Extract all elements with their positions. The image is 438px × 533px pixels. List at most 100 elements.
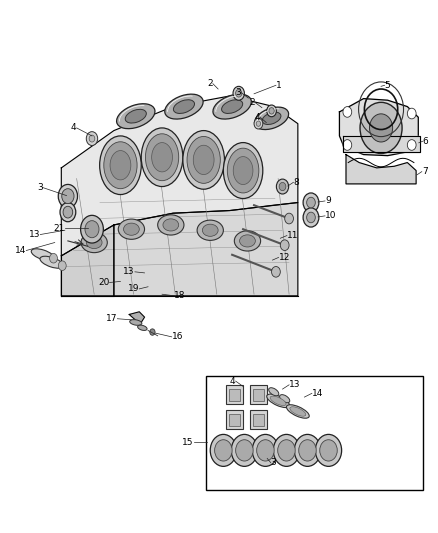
Ellipse shape — [145, 134, 179, 181]
Ellipse shape — [49, 253, 57, 263]
Text: 8: 8 — [293, 178, 299, 187]
Circle shape — [343, 140, 352, 150]
Text: 5: 5 — [385, 81, 390, 90]
Text: 3: 3 — [271, 458, 276, 467]
Ellipse shape — [117, 104, 155, 128]
Text: 15: 15 — [182, 438, 194, 447]
Text: 11: 11 — [287, 231, 298, 240]
Ellipse shape — [138, 325, 147, 330]
Bar — [226, 385, 243, 404]
Circle shape — [210, 434, 237, 466]
Ellipse shape — [183, 131, 225, 189]
Circle shape — [85, 221, 99, 238]
Circle shape — [256, 121, 261, 126]
Ellipse shape — [240, 235, 255, 247]
Text: 20: 20 — [98, 278, 110, 287]
Ellipse shape — [124, 223, 139, 235]
Circle shape — [307, 197, 315, 208]
Circle shape — [272, 266, 280, 277]
Ellipse shape — [187, 136, 220, 183]
Circle shape — [280, 240, 289, 251]
Circle shape — [360, 102, 402, 154]
Ellipse shape — [158, 215, 184, 235]
Circle shape — [343, 107, 352, 117]
Text: 13: 13 — [29, 230, 40, 239]
Ellipse shape — [254, 107, 289, 130]
Bar — [253, 414, 264, 426]
Bar — [253, 389, 264, 401]
Bar — [250, 410, 267, 429]
Circle shape — [62, 189, 74, 204]
Bar — [250, 385, 267, 404]
Ellipse shape — [86, 237, 102, 248]
Text: 14: 14 — [312, 389, 323, 398]
Circle shape — [407, 108, 416, 119]
Text: 4: 4 — [230, 377, 236, 385]
Circle shape — [303, 208, 319, 227]
Ellipse shape — [110, 150, 131, 180]
Polygon shape — [346, 155, 416, 184]
Ellipse shape — [130, 320, 142, 325]
Text: 9: 9 — [325, 197, 331, 205]
Polygon shape — [129, 312, 145, 324]
Ellipse shape — [58, 261, 66, 270]
Circle shape — [257, 440, 274, 461]
Text: 13: 13 — [124, 268, 135, 276]
Text: 3: 3 — [236, 88, 241, 97]
Ellipse shape — [163, 219, 179, 231]
Circle shape — [269, 108, 274, 114]
Circle shape — [278, 440, 295, 461]
Circle shape — [370, 114, 392, 142]
Text: 4: 4 — [71, 124, 77, 132]
Text: 12: 12 — [279, 253, 290, 262]
Circle shape — [233, 86, 244, 100]
Ellipse shape — [290, 407, 306, 416]
Bar — [226, 410, 243, 429]
Circle shape — [279, 182, 286, 191]
Ellipse shape — [202, 224, 218, 236]
Circle shape — [86, 132, 98, 146]
Ellipse shape — [193, 145, 214, 175]
Circle shape — [236, 90, 242, 97]
Text: 18: 18 — [174, 292, 186, 300]
Circle shape — [267, 105, 276, 117]
Circle shape — [285, 213, 293, 224]
Polygon shape — [114, 203, 298, 296]
Text: 6: 6 — [423, 137, 428, 146]
Ellipse shape — [279, 394, 290, 403]
Text: 10: 10 — [325, 212, 336, 220]
Text: 4: 4 — [254, 113, 260, 122]
Ellipse shape — [104, 142, 137, 189]
Text: 16: 16 — [172, 333, 183, 341]
Text: 2: 2 — [249, 98, 255, 107]
FancyBboxPatch shape — [206, 376, 423, 490]
Circle shape — [303, 193, 319, 212]
Ellipse shape — [118, 219, 145, 239]
Ellipse shape — [173, 100, 194, 114]
Ellipse shape — [197, 220, 223, 240]
Text: 17: 17 — [106, 314, 117, 323]
Circle shape — [89, 135, 95, 142]
Ellipse shape — [100, 136, 141, 195]
Circle shape — [60, 203, 76, 222]
Circle shape — [307, 212, 315, 223]
Ellipse shape — [125, 109, 146, 123]
Ellipse shape — [233, 157, 253, 184]
Ellipse shape — [234, 231, 261, 251]
Text: 7: 7 — [422, 167, 427, 176]
Text: 13: 13 — [289, 381, 300, 389]
Text: 21: 21 — [53, 224, 65, 232]
Text: 14: 14 — [15, 246, 26, 255]
Circle shape — [58, 184, 78, 208]
Circle shape — [273, 434, 300, 466]
Ellipse shape — [31, 249, 55, 261]
Text: 2: 2 — [207, 79, 213, 88]
Ellipse shape — [262, 112, 281, 125]
Circle shape — [215, 440, 232, 461]
Circle shape — [294, 434, 321, 466]
Polygon shape — [339, 99, 418, 156]
Text: 3: 3 — [37, 183, 43, 192]
Bar — [229, 389, 240, 401]
Ellipse shape — [141, 128, 183, 187]
Circle shape — [407, 140, 416, 150]
